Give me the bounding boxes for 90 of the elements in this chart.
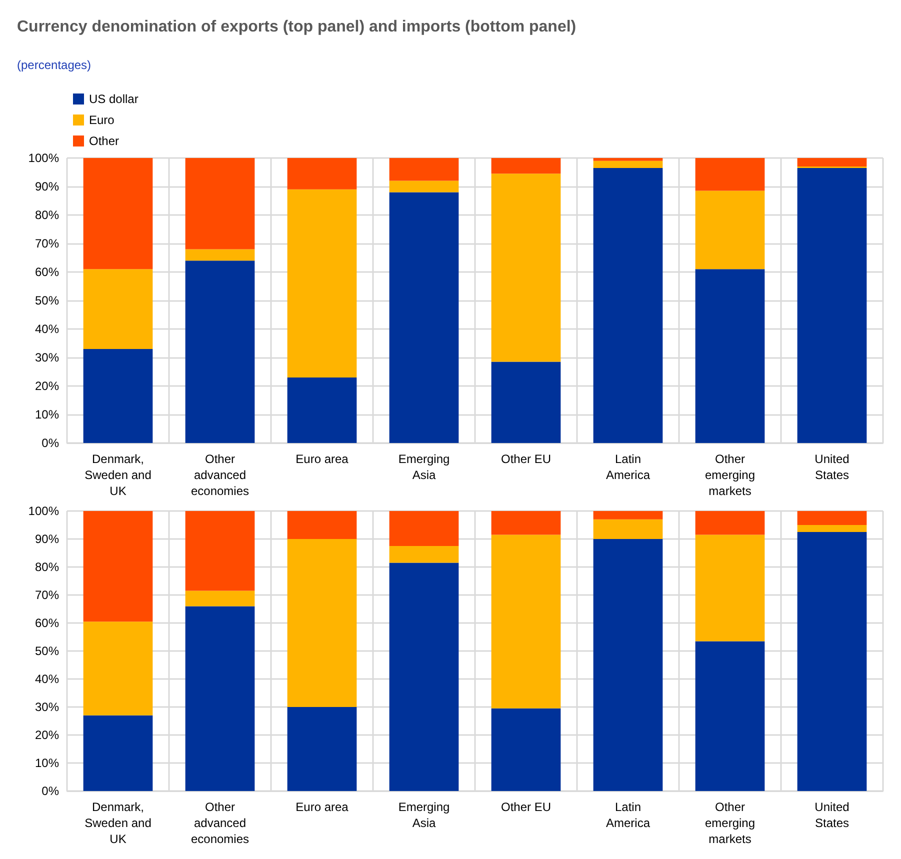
bar [593,539,663,791]
y-tick-label: 80% [34,560,60,574]
x-tick-label: Latin America [606,452,650,482]
x-tick-label: Latin America [606,800,650,830]
y-tick-label: 10% [34,756,60,770]
legend-label: Other [89,134,120,148]
bar [695,190,765,270]
y-tick-label: 20% [34,728,60,742]
x-tick-label: United States [814,452,850,482]
x-tick-label: Other emerging markets [704,452,756,498]
bar [797,511,867,525]
bar [185,260,255,443]
y-tick-label: 50% [34,644,60,658]
y-tick-label: 50% [34,294,60,308]
bar [797,532,867,791]
chart-subtitle: (percentages) [17,58,92,72]
bar [491,158,561,174]
x-tick-label: Euro area [296,452,349,466]
y-tick-label: 60% [34,265,60,279]
y-tick-label: 70% [34,588,60,602]
bar [797,158,867,167]
y-tick-label: 30% [34,350,60,364]
bar [593,519,663,539]
bar [491,362,561,443]
legend-label: Euro [89,113,115,127]
y-tick-label: 0% [42,436,60,450]
y-tick-label: 90% [34,532,60,546]
x-tick-label: Other advanced economies [190,800,250,846]
y-tick-label: 90% [34,180,60,194]
bar [185,590,255,606]
bar [83,269,153,349]
bar [491,511,561,535]
bar [287,539,357,707]
bar [593,168,663,443]
bar [389,192,459,443]
bar [389,180,459,192]
y-tick-label: 70% [34,236,60,250]
y-tick-label: 60% [34,616,60,630]
y-tick-label: 100% [28,151,60,165]
bar [593,158,663,161]
chart-title: Currency denomination of exports (top panel) and imports (bottom panel) [17,18,576,36]
bar [287,189,357,378]
x-tick-label: Other emerging markets [704,800,756,846]
bar [83,715,153,791]
bar [593,511,663,520]
x-tick-label: Emerging Asia [398,800,450,830]
bar [83,348,153,443]
x-tick-label: Denmark, Sweden and UK [84,452,152,498]
y-tick-label: 10% [34,408,60,422]
x-tick-label: United States [814,800,850,830]
bar [491,174,561,362]
x-tick-label: Other EU [500,800,552,814]
bar [695,534,765,642]
x-tick-label: Euro area [296,800,349,814]
bar [185,606,255,791]
bar [83,158,153,270]
y-tick-label: 40% [34,322,60,336]
bar [695,511,765,535]
y-tick-label: 0% [42,784,60,798]
x-tick-label: Other EU [500,452,552,466]
bar [287,158,357,190]
bar [83,622,153,716]
bar [389,158,459,181]
x-tick-label: Emerging Asia [398,452,450,482]
bar [287,707,357,791]
bar [389,562,459,791]
y-tick-label: 80% [34,208,60,222]
bar [389,546,459,563]
bar [491,708,561,791]
y-tick-label: 20% [34,379,60,393]
bar [83,511,153,622]
bar [695,269,765,443]
bar [287,511,357,539]
bar [185,249,255,261]
legend-label: US dollar [89,92,138,106]
bar [797,168,867,443]
y-tick-label: 40% [34,672,60,686]
bar [491,534,561,708]
y-tick-label: 30% [34,700,60,714]
bar [695,158,765,191]
y-tick-label: 100% [28,504,60,518]
bar [797,525,867,532]
bar [593,160,663,168]
bar [185,511,255,591]
bar [695,641,765,791]
bar [389,511,459,546]
x-tick-label: Other advanced economies [190,452,250,498]
bar [287,377,357,443]
bar [185,158,255,250]
x-tick-label: Denmark, Sweden and UK [84,800,152,846]
